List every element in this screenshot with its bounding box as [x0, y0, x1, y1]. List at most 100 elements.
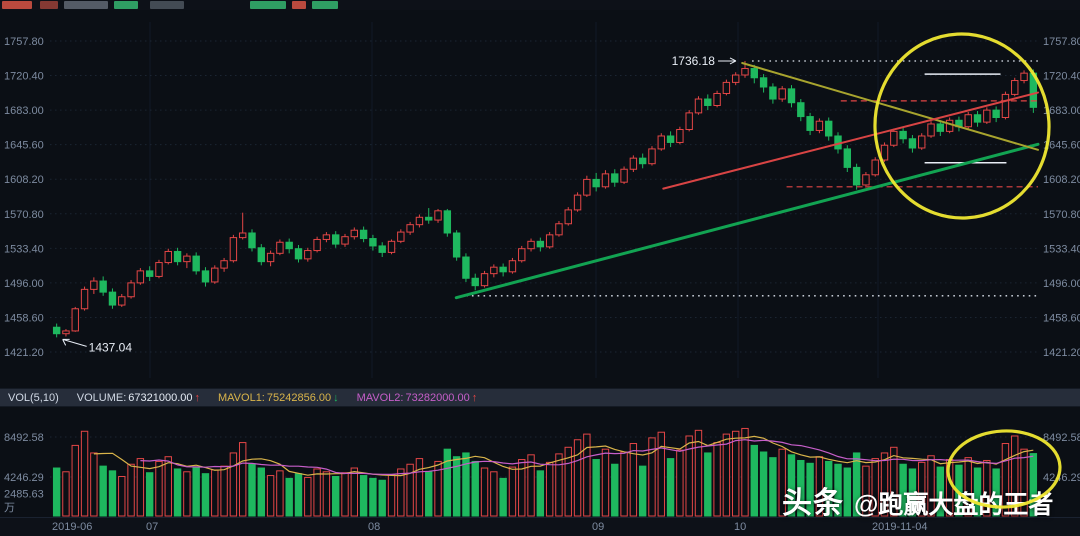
- volume-bar: [145, 472, 154, 517]
- candle-body: [573, 194, 582, 211]
- candle-body: [52, 326, 61, 335]
- candle-body: [276, 241, 284, 254]
- volume-label: VOLUME:: [76, 391, 127, 404]
- price-axis-label-left: 1720.40: [4, 71, 44, 83]
- volume-bar: [629, 443, 638, 517]
- volume-bar: [518, 459, 526, 517]
- candle-body: [99, 280, 107, 293]
- candle-body: [815, 120, 824, 131]
- volume-bar: [164, 456, 172, 517]
- candle-body: [611, 173, 619, 183]
- volume-bar: [118, 475, 126, 517]
- candle-body: [713, 92, 721, 106]
- volume-bar: [731, 430, 740, 517]
- volume-bar: [620, 451, 628, 517]
- candle-body: [508, 260, 517, 273]
- titlebar-fragment: [312, 1, 338, 9]
- mavol1-label: MAVOL1:: [218, 391, 265, 404]
- candle-body: [694, 98, 703, 114]
- volume-bar: [378, 479, 386, 517]
- candle-body: [657, 135, 665, 150]
- price-chart-pane[interactable]: 1757.80 1757.80 1720.40 1720.40 1683.00 1683.…: [0, 10, 1080, 388]
- volume-bar: [183, 471, 191, 517]
- candles: [52, 60, 1038, 338]
- candle-body: [1011, 80, 1019, 95]
- volume-bar: [648, 437, 656, 517]
- volume-unit-label: 万: [4, 502, 15, 514]
- volume-bar: [508, 466, 517, 517]
- volume-bar: [825, 460, 833, 517]
- volume-bar: [108, 470, 117, 517]
- peak-price-annotation: 1736.18: [672, 54, 716, 68]
- volume-bar: [434, 460, 442, 517]
- candle-body: [425, 216, 433, 221]
- price-axis-label-right: 1720.40: [1043, 71, 1080, 83]
- volume-bar: [332, 475, 340, 517]
- candle-body: [443, 210, 452, 234]
- candle-body: [62, 330, 70, 335]
- volume-bar: [155, 460, 163, 517]
- volume-bar: [899, 463, 907, 517]
- candle-body: [648, 148, 656, 165]
- candle-body: [825, 120, 833, 137]
- volume-bar: [676, 449, 684, 517]
- volume-bar: [834, 463, 842, 517]
- candle-body: [620, 168, 628, 183]
- price-chart-canvas[interactable]: 1757.80 1757.80 1720.40 1720.40 1683.00 1683.…: [0, 10, 1080, 388]
- candle-body: [201, 270, 210, 283]
- volume-axis-label-left: 8492.58: [4, 432, 44, 444]
- candle-body: [629, 157, 638, 170]
- volume-bar: [452, 456, 461, 517]
- candle-body: [555, 223, 563, 236]
- candle-body: [601, 173, 610, 188]
- candle-body: [787, 88, 796, 104]
- candle-body: [908, 138, 917, 149]
- volume-bar: [880, 452, 889, 517]
- candle-body: [945, 119, 954, 132]
- price-axis-label-right: 1570.80: [1043, 209, 1080, 221]
- volume-bar: [564, 446, 572, 517]
- candle-body: [90, 280, 98, 290]
- volume-axis-label-left: 4246.29: [4, 472, 44, 484]
- price-axis-label-right: 1683.00: [1043, 105, 1080, 117]
- candle-body: [899, 130, 907, 140]
- volume-bar: [592, 459, 600, 517]
- volume-bar: [211, 469, 219, 517]
- price-axis-label-left: 1683.00: [4, 105, 44, 117]
- mavol2-readout: MAVOL2: 73282000.00 ↑: [357, 392, 478, 404]
- volume-bar: [778, 448, 786, 517]
- candle-body: [490, 266, 498, 275]
- volume-bar: [918, 461, 926, 517]
- mavol2-label: MAVOL2:: [356, 391, 404, 404]
- mavol1-down-arrow-icon: ↓: [333, 391, 339, 404]
- candle-body: [704, 98, 712, 106]
- candle-body: [285, 241, 293, 250]
- candle-body: [741, 68, 749, 76]
- candle-body: [797, 102, 805, 118]
- volume-bar: [276, 470, 284, 517]
- volume-bar: [415, 458, 424, 517]
- candle-body: [211, 267, 219, 283]
- price-axis-label-left: 1570.80: [4, 209, 44, 221]
- volume-bar: [843, 467, 852, 517]
- candle-body: [108, 291, 117, 306]
- candle-body: [1001, 93, 1010, 119]
- candle-body: [350, 229, 359, 238]
- candle-body: [452, 232, 461, 258]
- candle-body: [238, 232, 247, 239]
- volume-bar: [750, 444, 758, 517]
- volume-bar: [480, 467, 489, 517]
- low-price-annotation: 1437.04: [89, 340, 133, 354]
- time-label: 10: [734, 521, 747, 533]
- candle-body: [918, 135, 926, 149]
- candle-body: [257, 247, 265, 263]
- watermark-handle: @跑赢大盘的王者: [854, 491, 1054, 519]
- volume-bar: [499, 477, 507, 517]
- candle-body: [722, 81, 731, 94]
- candle-body: [973, 114, 982, 123]
- candle-body: [220, 260, 228, 269]
- candle-body: [499, 266, 507, 273]
- peak-arrow-icon: [717, 57, 737, 65]
- indicator-name[interactable]: VOL(5,10): [8, 391, 59, 404]
- volume-bar: [136, 458, 145, 517]
